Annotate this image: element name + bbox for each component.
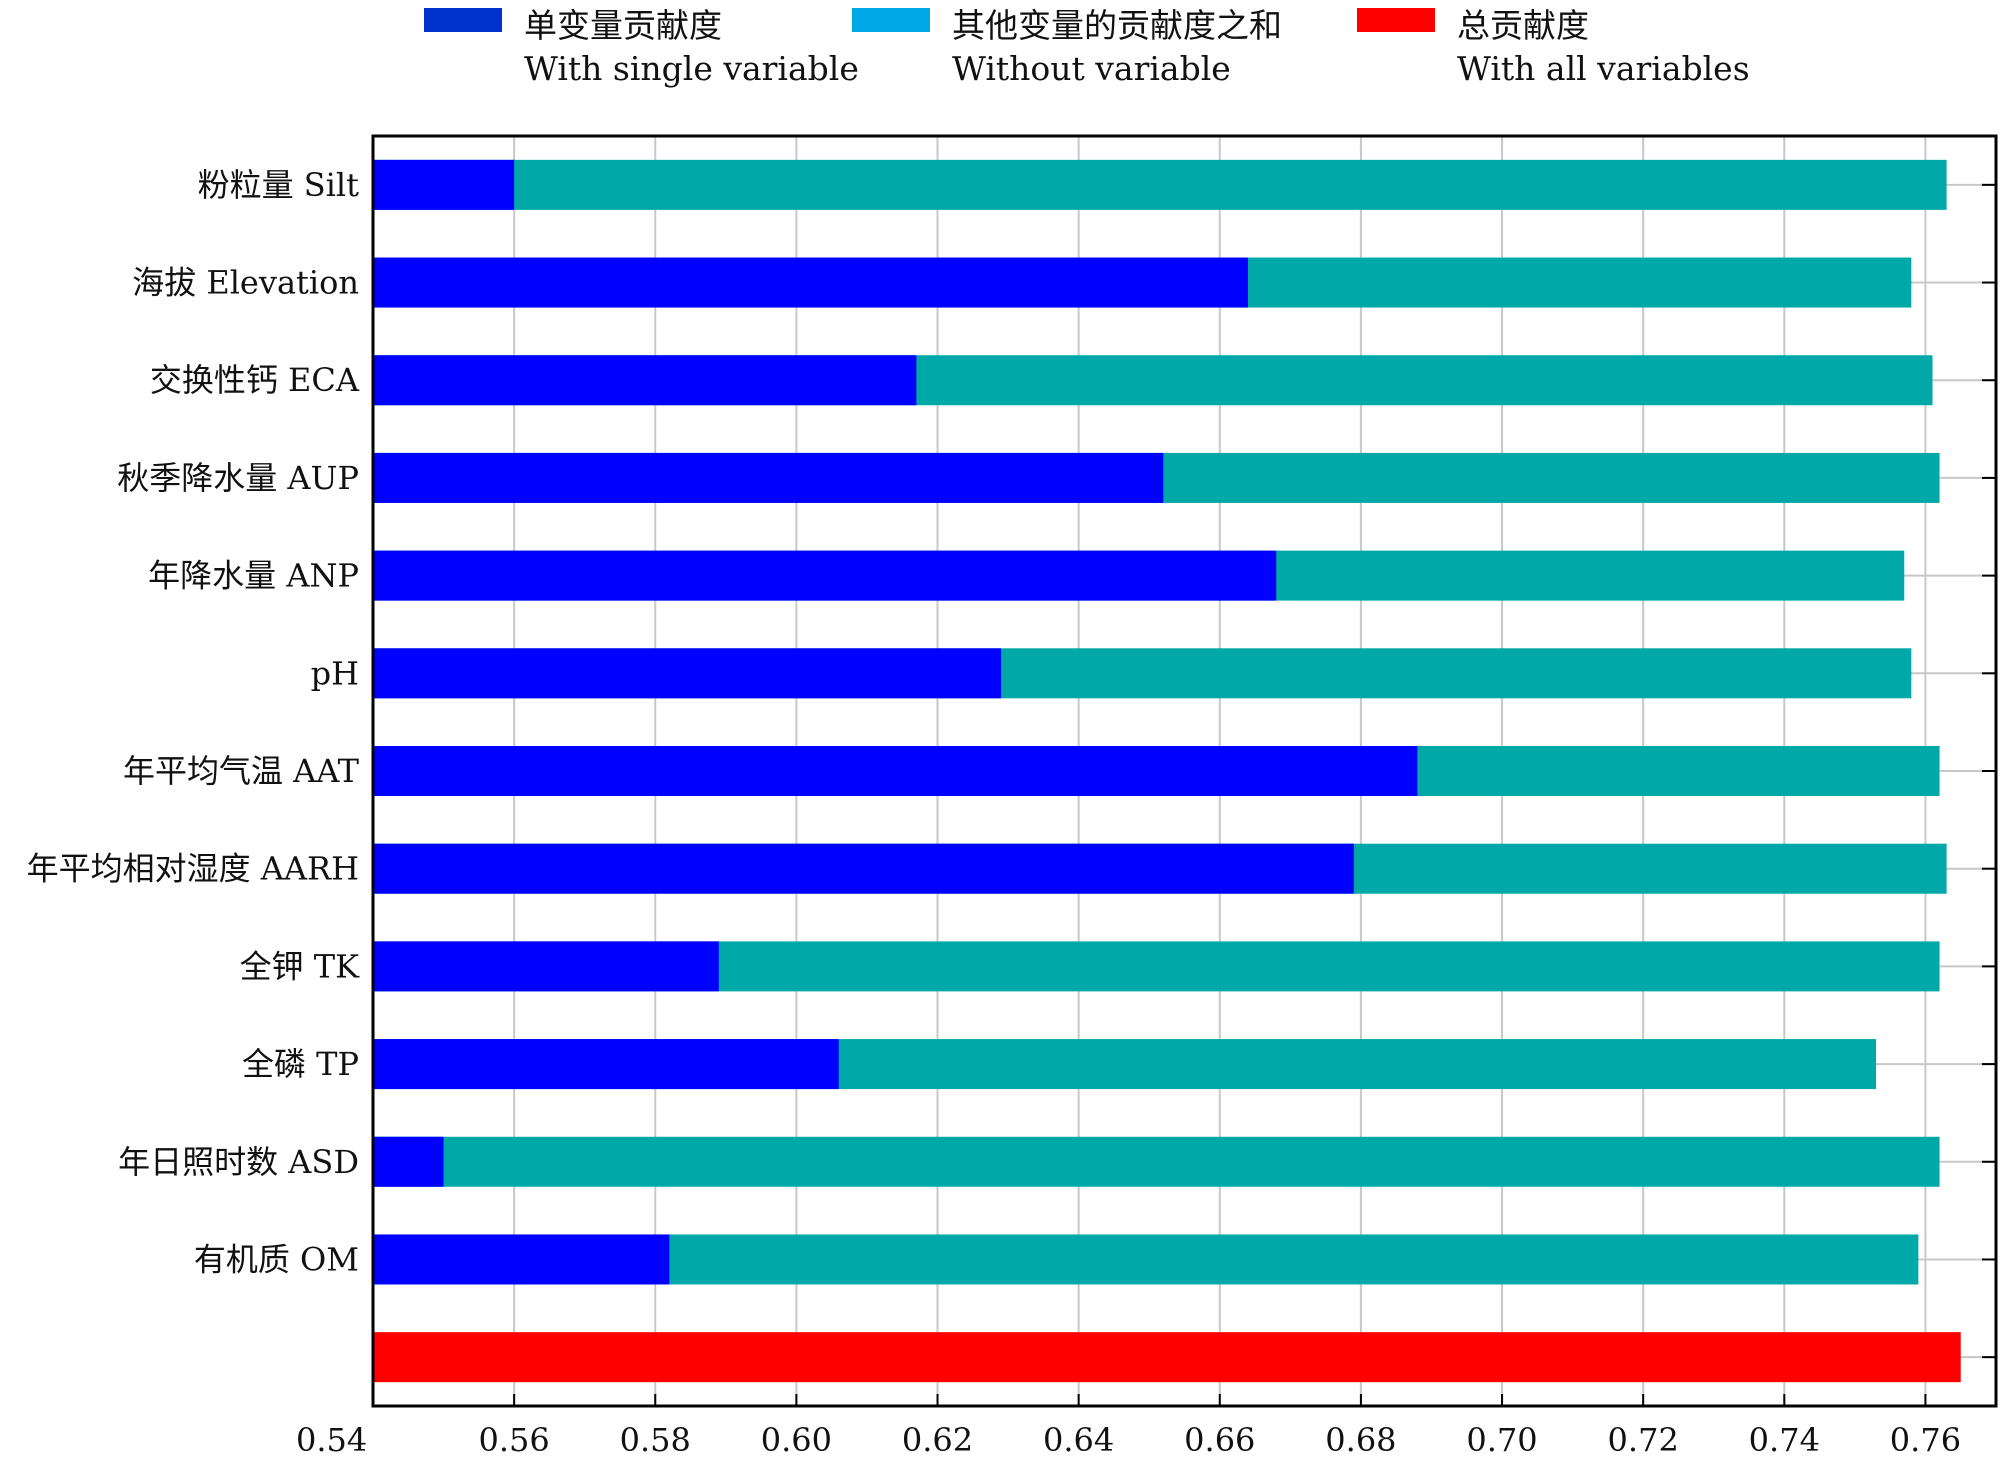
x-tick-label: 0.72 xyxy=(1608,1421,1679,1459)
legend-label-single-en: With single variable xyxy=(524,49,859,88)
x-tick-label: 0.70 xyxy=(1466,1421,1537,1459)
bar-single xyxy=(373,355,917,406)
chart-legend: 单变量贡献度 With single variable 其他变量的贡献度之和 W… xyxy=(0,0,2000,100)
legend-label-without-zh: 其他变量的贡献度之和 xyxy=(952,6,1282,45)
bar-without xyxy=(373,1136,1940,1187)
x-tick-label: 0.66 xyxy=(1184,1421,1255,1459)
bar-single xyxy=(373,1136,444,1187)
legend-label-single: 单变量贡献度 With single variable xyxy=(524,4,859,90)
legend-label-all-zh: 总贡献度 xyxy=(1457,6,1589,45)
category-label: 年平均相对湿度 AARH xyxy=(27,850,359,888)
bar-single xyxy=(373,941,719,992)
legend-swatch-all xyxy=(1357,8,1435,32)
x-tick-label: 0.74 xyxy=(1749,1421,1820,1459)
x-tick-label: 0.56 xyxy=(479,1421,550,1459)
x-tick-label: 0.76 xyxy=(1890,1421,1961,1459)
legend-label-without: 其他变量的贡献度之和 Without variable xyxy=(952,4,1282,90)
bar-single xyxy=(373,746,1418,796)
legend-label-without-en: Without variable xyxy=(952,49,1231,88)
category-label: 秋季降水量 AUP xyxy=(117,459,359,497)
x-tick-label: 0.60 xyxy=(761,1421,832,1459)
axis-labels: 0.54 0.56 0.58 0.60 0.62 0.64 0.66 0.68 0.70 0.72… xyxy=(27,166,1961,1459)
category-label: 有机质 OM xyxy=(194,1240,359,1278)
bar-single xyxy=(373,843,1354,894)
axis-ticks xyxy=(513,183,1996,1406)
bar-single xyxy=(373,1039,839,1090)
x-tick-label: 0.64 xyxy=(1043,1421,1114,1459)
category-label: 全磷 TP xyxy=(242,1045,359,1083)
bar-single xyxy=(373,257,1249,308)
legend-label-single-zh: 单变量贡献度 xyxy=(524,6,722,45)
bar-single xyxy=(373,1234,670,1285)
bar-all xyxy=(373,1332,1961,1383)
bar-single xyxy=(373,648,1002,699)
category-label: 年日照时数 ASD xyxy=(118,1143,359,1181)
x-tick-label: 0.68 xyxy=(1325,1421,1396,1459)
x-tick-label: 0.58 xyxy=(620,1421,691,1459)
x-tick-label: 0.62 xyxy=(902,1421,973,1459)
legend-swatch-single xyxy=(424,8,502,32)
legend-label-all-en: With all variables xyxy=(1457,49,1750,88)
category-label: 年平均气温 AAT xyxy=(123,752,360,790)
category-label: 粉粒量 Silt xyxy=(198,166,360,204)
category-label: pH xyxy=(311,654,359,692)
bar-single xyxy=(373,452,1164,503)
x-tick-label: 0.54 xyxy=(296,1421,367,1459)
category-label: 全钾 TK xyxy=(240,947,361,985)
category-label: 交换性钙 ECA xyxy=(150,361,360,399)
category-label: 海拔 Elevation xyxy=(132,264,359,302)
legend-swatch-without xyxy=(852,8,930,32)
category-label: 年降水量 ANP xyxy=(148,557,359,595)
bar-without xyxy=(373,159,1947,210)
bar-single xyxy=(373,550,1277,601)
bar-single xyxy=(373,159,515,210)
legend-label-all: 总贡献度 With all variables xyxy=(1457,4,1750,90)
bars xyxy=(373,159,1961,1383)
